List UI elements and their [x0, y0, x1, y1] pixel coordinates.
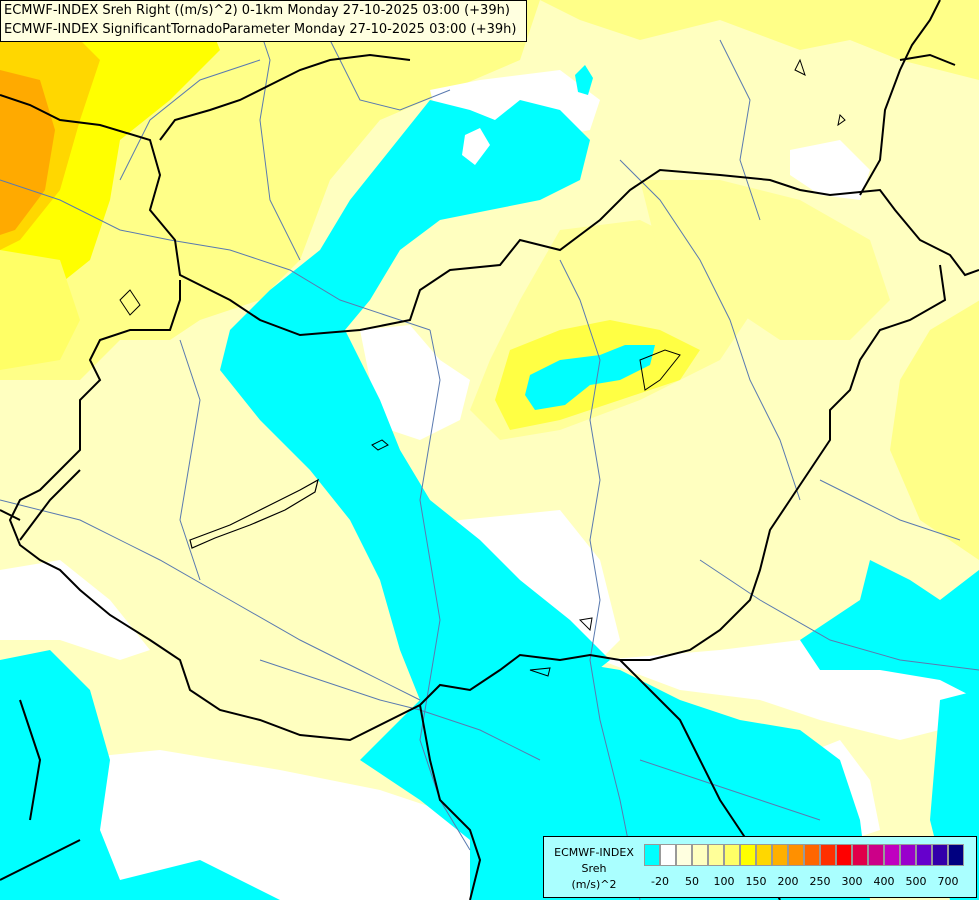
admin-borders: [119, 58, 846, 677]
legend-swatch: [868, 844, 884, 866]
legend-tick-label: 250: [809, 875, 831, 888]
legend-tick-label: 50: [685, 875, 699, 888]
field-cyan-band-inner-hole: [462, 128, 490, 165]
legend-swatch: [644, 844, 660, 866]
legend-tick-label: 150: [745, 875, 767, 888]
legend-tick-label: 300: [841, 875, 863, 888]
legend-swatch: [756, 844, 772, 866]
legend-swatch: [916, 844, 932, 866]
legend-swatch: [660, 844, 676, 866]
legend-swatch: [708, 844, 724, 866]
field-cyan-band: [220, 100, 610, 730]
legend-swatch: [836, 844, 852, 866]
legend-swatch: [724, 844, 740, 866]
legend-tick-label: 200: [777, 875, 799, 888]
field-white-ne: [790, 140, 870, 200]
legend-swatch: [788, 844, 804, 866]
legend-swatch: [772, 844, 788, 866]
legend-title-line-2: Sreh: [581, 862, 607, 875]
legend-swatch: [804, 844, 820, 866]
legend-swatch: [900, 844, 916, 866]
legend-tick-label: 100: [713, 875, 735, 888]
lake-balaton: [189, 478, 319, 549]
field-yellow-east: [640, 180, 890, 340]
legend-swatch: [676, 844, 692, 866]
field-cyan-sw: [0, 650, 280, 900]
map-title-box: ECMWF-INDEX Sreh Right ((m/s)^2) 0-1km M…: [0, 0, 527, 42]
legend-tick-label: -20: [651, 875, 669, 888]
field-yellow-west: [0, 250, 80, 370]
field-white-mid: [360, 325, 470, 440]
legend-swatch: [884, 844, 900, 866]
map-title-line-1: ECMWF-INDEX Sreh Right ((m/s)^2) 0-1km M…: [4, 3, 510, 18]
legend-swatch: [932, 844, 948, 866]
field-white-south-bottom: [0, 750, 470, 900]
field-cyan-blob-central: [525, 345, 655, 410]
field-yellow-ne: [890, 300, 979, 560]
map-title-line-2: ECMWF-INDEX SignificantTornadoParameter …: [4, 22, 517, 37]
legend-swatch: [852, 844, 868, 866]
legend-tick-label: 400: [873, 875, 895, 888]
field-white-sw: [0, 560, 150, 660]
field-yellow-top: [540, 0, 979, 80]
legend-tick-label: 700: [937, 875, 959, 888]
legend-swatch: [740, 844, 756, 866]
legend-tick-label: 500: [905, 875, 927, 888]
color-legend: ECMWF-INDEX Sreh (m/s)^2 -20 50 100 150 200 2…: [543, 836, 977, 898]
legend-swatch: [692, 844, 708, 866]
legend-swatch: [948, 844, 964, 866]
field-cyan-se: [800, 560, 979, 700]
legend-title-line-1: ECMWF-INDEX: [554, 846, 634, 859]
field-cyan-small-north: [575, 65, 593, 95]
lake-small: [371, 439, 389, 451]
legend-swatch: [820, 844, 836, 866]
legend-title-line-3: (m/s)^2: [571, 878, 617, 891]
